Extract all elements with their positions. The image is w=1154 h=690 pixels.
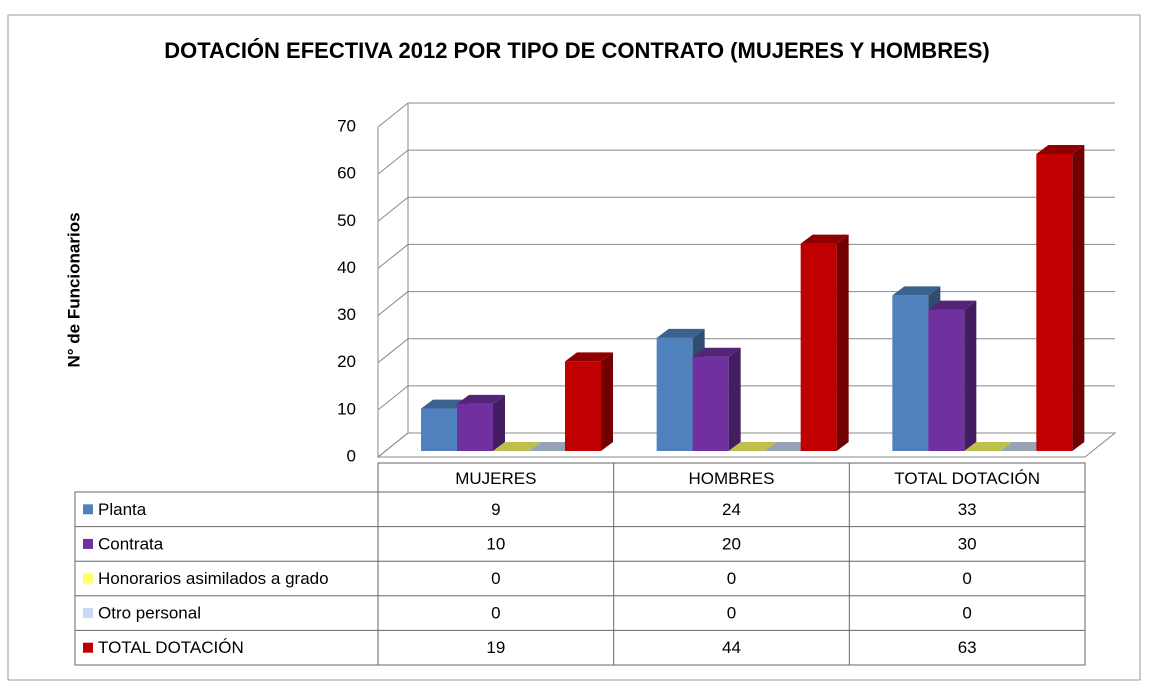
legend-swatch xyxy=(83,642,93,653)
table-value: 30 xyxy=(958,534,977,553)
x-tick-label: HOMBRES xyxy=(689,469,775,488)
bar xyxy=(964,442,1013,451)
y-tick-label: 70 xyxy=(337,116,356,135)
bar-face xyxy=(892,286,941,296)
y-tick-label: 10 xyxy=(337,399,356,418)
grid-line xyxy=(377,149,409,175)
bar-face xyxy=(892,295,929,451)
bar-face xyxy=(728,442,777,451)
legend-label: Planta xyxy=(98,500,147,519)
bar-face xyxy=(457,403,493,451)
bar-face xyxy=(692,347,741,357)
bar-face xyxy=(601,352,613,451)
y-tick-label: 0 xyxy=(347,446,356,465)
y-tick-label: 50 xyxy=(337,211,356,230)
x-tick-label: MUJERES xyxy=(455,469,536,488)
bar-face xyxy=(964,300,977,451)
table-value: 10 xyxy=(486,534,505,553)
bar-face xyxy=(656,337,693,451)
table-value: 33 xyxy=(958,500,977,519)
legend-swatch xyxy=(83,504,93,515)
bar xyxy=(928,300,977,451)
grid-line xyxy=(377,102,409,128)
bar xyxy=(493,442,541,451)
chart-title: DOTACIÓN EFECTIVA 2012 POR TIPO DE CONTR… xyxy=(164,38,990,63)
grid-line xyxy=(377,291,409,316)
y-axis-title: N° de Funcionarios xyxy=(64,212,83,367)
bar-face xyxy=(565,361,601,451)
y-tick-label: 20 xyxy=(337,352,356,371)
bar-face xyxy=(836,234,849,451)
bar-face xyxy=(800,234,849,244)
bar xyxy=(565,352,613,451)
bar-face xyxy=(565,352,613,362)
table-value: 0 xyxy=(962,604,971,623)
bar-face xyxy=(964,442,1013,451)
y-tick-label: 40 xyxy=(337,258,356,277)
table-value: 24 xyxy=(722,500,741,519)
grid-line xyxy=(377,338,409,364)
table-value: 0 xyxy=(491,569,500,588)
bar-face xyxy=(656,328,705,338)
legend-swatch xyxy=(83,538,93,549)
bar-face xyxy=(800,243,837,451)
bar xyxy=(1036,145,1085,451)
bar-face xyxy=(928,300,977,310)
table-value: 0 xyxy=(727,569,736,588)
table-value: 63 xyxy=(958,638,977,657)
bar xyxy=(457,394,505,451)
bar-face xyxy=(928,309,965,451)
table-value: 19 xyxy=(486,638,505,657)
grid-line xyxy=(377,196,409,222)
grid-line xyxy=(377,385,409,411)
bar-face xyxy=(457,394,505,404)
legend-label: Contrata xyxy=(98,534,164,553)
grid-line xyxy=(377,432,409,458)
grid-line xyxy=(377,244,409,269)
table-value: 0 xyxy=(491,604,500,623)
bar-face xyxy=(692,356,729,451)
bar xyxy=(692,347,741,451)
bar-face xyxy=(1072,145,1085,451)
bar-face xyxy=(728,347,741,451)
legend-label: Otro personal xyxy=(98,604,201,623)
legend-swatch xyxy=(83,608,93,619)
table-value: 44 xyxy=(722,638,741,657)
y-tick-label: 30 xyxy=(337,305,356,324)
bar-face xyxy=(421,408,457,451)
table-value: 0 xyxy=(962,569,971,588)
bar-face xyxy=(493,442,541,451)
bar-face xyxy=(1036,154,1073,451)
bar-face xyxy=(1036,145,1085,154)
table-value: 0 xyxy=(727,604,736,623)
table-value: 9 xyxy=(491,500,500,519)
bar-face xyxy=(493,394,505,451)
bar xyxy=(728,442,777,451)
legend-label: TOTAL DOTACIÓN xyxy=(98,638,244,657)
legend-label: Honorarios asimilados a grado xyxy=(98,569,329,588)
x-tick-label: TOTAL DOTACIÓN xyxy=(894,469,1040,488)
y-tick-label: 60 xyxy=(337,164,356,183)
legend-swatch xyxy=(83,573,93,584)
bar xyxy=(800,234,849,451)
table-value: 20 xyxy=(722,534,741,553)
